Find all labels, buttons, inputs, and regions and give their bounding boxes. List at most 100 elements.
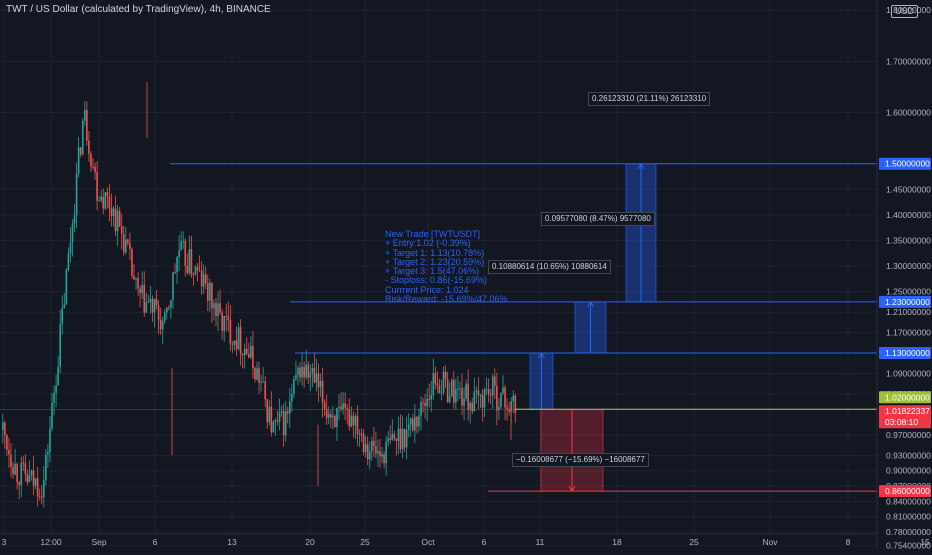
candle-body <box>356 416 359 434</box>
candle-body <box>278 412 281 422</box>
candle-body <box>61 307 64 325</box>
candle-body <box>500 393 502 407</box>
candle-body <box>512 395 515 402</box>
candle-body <box>315 373 318 383</box>
candle-body <box>344 403 346 408</box>
candle-body <box>145 302 148 313</box>
price-tick-label: 1.17000000 <box>886 328 931 338</box>
candle-body <box>467 383 469 410</box>
candle-body <box>135 277 137 280</box>
candle-body <box>106 192 109 197</box>
price-tick-label: 0.75400000 <box>886 540 931 550</box>
currency-badge[interactable]: USD <box>890 5 918 18</box>
candle-body <box>444 371 447 380</box>
candle-body <box>432 373 435 396</box>
candle-body <box>57 366 59 386</box>
candle-body <box>112 208 115 217</box>
candle-body <box>477 390 480 396</box>
candle-body <box>346 407 348 410</box>
time-tick-label: 15 <box>920 537 930 547</box>
candle-body <box>55 385 57 393</box>
candle-body <box>280 411 283 413</box>
candle-body <box>100 196 102 201</box>
candle-body <box>215 303 217 317</box>
candle-body <box>260 381 262 383</box>
stoploss-measure-label: −0.16008677 (−15.69%) −16008677 <box>512 453 649 467</box>
candle-body <box>139 288 141 294</box>
time-tick-label: Sep <box>91 537 106 547</box>
candle-body <box>389 438 392 440</box>
candle-body <box>223 316 225 331</box>
candle-body <box>207 283 209 301</box>
candle-body <box>12 466 14 475</box>
candle-body <box>147 301 150 303</box>
candle-body <box>338 406 340 408</box>
candle-body <box>4 422 6 435</box>
candle-body <box>53 392 55 404</box>
candle-body <box>172 272 174 301</box>
candle-body <box>192 274 195 276</box>
candle-body <box>313 367 316 383</box>
candle-body <box>231 343 234 345</box>
symbol-title[interactable]: TWT / US Dollar (calculated by TradingVi… <box>6 4 271 15</box>
time-axis[interactable]: 3 12:00 Sep 6 13 20 25 Oct 6 11 18 25 Nov 8 15 <box>0 533 930 547</box>
candle-body <box>252 346 254 368</box>
candle-body <box>481 394 484 408</box>
candle-body <box>237 327 240 350</box>
trade-note-line: Currrent Price: 1.024 <box>385 284 469 295</box>
candle-body <box>348 409 351 427</box>
candle-body <box>395 438 398 442</box>
candle-body <box>168 307 170 309</box>
candle-body <box>284 411 287 436</box>
candle-body <box>159 319 162 330</box>
price-tick-label: 0.93000000 <box>886 450 931 460</box>
candle-body <box>420 402 422 416</box>
candle-body <box>153 298 156 313</box>
candle-body <box>276 420 279 422</box>
candle-body <box>465 383 467 399</box>
stoploss-price-marker: 0.86000000 <box>885 486 930 496</box>
target2-price-marker: 1.23000000 <box>885 297 930 307</box>
candle-body <box>375 445 377 454</box>
target1-measure-label: 0.10880614 (10.65%) 10880614 <box>488 260 611 274</box>
candle-body <box>243 348 246 356</box>
candle-body <box>176 257 178 273</box>
candle-body <box>102 196 105 209</box>
time-tick-label: Nov <box>762 537 778 547</box>
candle-body <box>178 250 180 258</box>
candle-body <box>416 416 418 427</box>
price-axis[interactable]: 1.80000000 1.70000000 1.60000000 1.45000000… <box>876 0 932 550</box>
grid-lines <box>0 0 877 546</box>
countdown-marker-bg <box>879 416 931 429</box>
trade-note: New Trade [TWTUSDT] + Entry:1.02 (-0.39%)… <box>385 229 508 304</box>
candle-body <box>430 395 433 400</box>
candle-body <box>364 444 367 452</box>
entry-price-marker-bg <box>879 391 931 404</box>
candle-body <box>340 406 342 410</box>
candle-body <box>457 388 459 390</box>
candle-body <box>473 391 476 412</box>
current-price-marker: 1.01822337 <box>885 406 930 416</box>
price-tick-label: 0.97000000 <box>886 430 931 440</box>
candle-body <box>241 353 244 356</box>
price-tick-label: 1.21000000 <box>886 307 931 317</box>
candle-body <box>213 303 215 309</box>
candle-body <box>383 454 385 464</box>
price-tick-label: 1.60000000 <box>886 108 931 118</box>
candle-body <box>459 388 461 390</box>
candle-body <box>256 368 258 380</box>
candle-body <box>120 226 123 235</box>
candle-body <box>149 299 152 302</box>
candle-body <box>440 392 443 394</box>
candle-body <box>403 429 406 448</box>
price-tick-label: 0.90000000 <box>886 466 931 476</box>
candle-body <box>133 275 135 280</box>
candle-body <box>455 389 457 403</box>
candle-body <box>266 399 269 423</box>
candle-body <box>371 440 373 452</box>
candle-body <box>483 389 486 408</box>
candle-body <box>118 210 121 227</box>
candle-body <box>494 376 496 386</box>
